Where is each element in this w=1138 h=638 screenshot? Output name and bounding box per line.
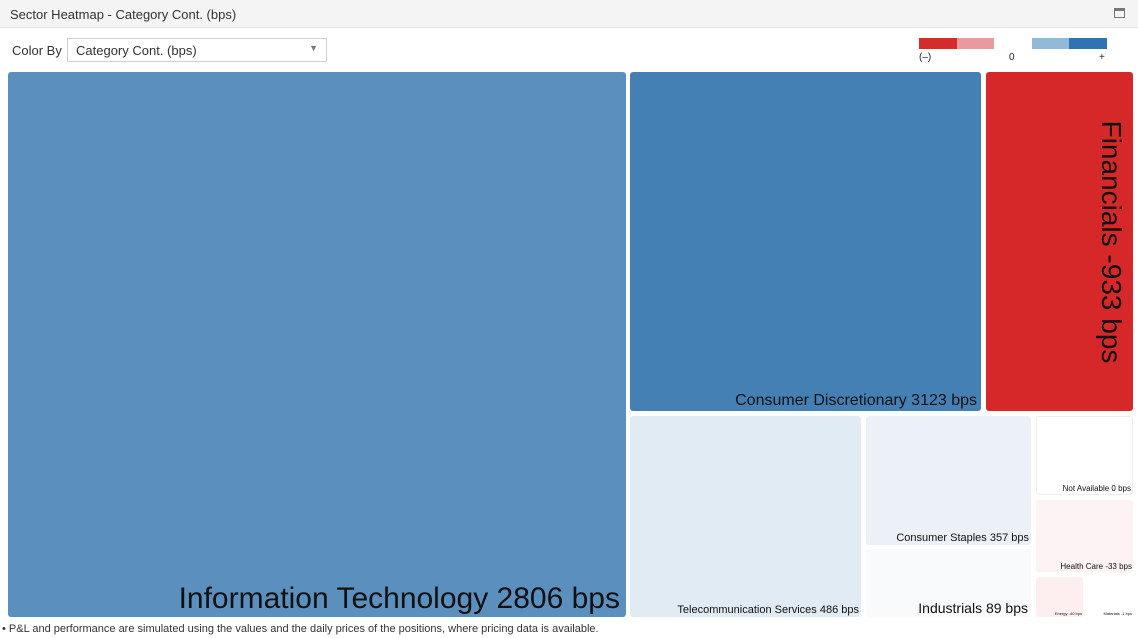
maximize-icon[interactable]	[1114, 8, 1125, 18]
legend-swatch-strong-negative	[919, 38, 957, 49]
tile-industrials[interactable]: Industrials 89 bps	[866, 549, 1031, 617]
legend-swatch-positive	[1031, 38, 1070, 49]
tile-materials[interactable]: Materials -1 bps	[1086, 577, 1133, 617]
tile-telecommunication-services[interactable]: Telecommunication Services 486 bps	[630, 416, 861, 617]
legend-zero-label: 0	[1009, 52, 1015, 63]
tile-consumer-discretionary[interactable]: Consumer Discretionary 3123 bps	[630, 72, 981, 411]
tile-label: Information Technology 2806 bps	[178, 582, 620, 615]
chevron-down-icon: ▼	[309, 43, 318, 53]
legend-positive-label: +	[1099, 52, 1105, 63]
color-legend: (–) 0 +	[919, 38, 1107, 66]
tile-information-technology[interactable]: Information Technology 2806 bps	[8, 72, 626, 617]
panel-header: Sector Heatmap - Category Cont. (bps)	[0, 0, 1138, 28]
tile-label: Industrials 89 bps	[918, 600, 1028, 616]
tile-label: Financials -933 bps	[1096, 120, 1127, 363]
color-by-selected-value: Category Cont. (bps)	[76, 43, 197, 58]
legend-swatch-neutral	[994, 38, 1032, 49]
footnote: • P&L and performance are simulated usin…	[2, 623, 599, 635]
color-by-dropdown[interactable]: Category Cont. (bps) ▼	[67, 38, 327, 62]
tile-energy[interactable]: Energy -40 bps	[1036, 577, 1083, 617]
color-by-label: Color By	[12, 43, 62, 58]
legend-negative-label: (–)	[919, 52, 932, 63]
tile-consumer-staples[interactable]: Consumer Staples 357 bps	[866, 416, 1031, 545]
tile-label: Health Care -33 bps	[1060, 562, 1132, 571]
tile-health-care[interactable]: Health Care -33 bps	[1036, 500, 1133, 572]
tile-label: Energy -40 bps	[1054, 611, 1082, 616]
tile-label: Telecommunication Services 486 bps	[677, 604, 859, 616]
tile-financials[interactable]: Financials -933 bps	[986, 72, 1133, 411]
panel-title: Sector Heatmap - Category Cont. (bps)	[10, 7, 237, 22]
tile-label: Materials -1 bps	[1103, 611, 1132, 616]
tile-not-available[interactable]: Not Available 0 bps	[1036, 416, 1133, 495]
tile-label: Consumer Discretionary 3123 bps	[735, 392, 977, 409]
legend-swatch-negative	[956, 38, 995, 49]
color-scale-bar	[919, 38, 1107, 49]
tile-label: Not Available 0 bps	[1062, 484, 1131, 493]
tile-label: Consumer Staples 357 bps	[896, 532, 1029, 544]
legend-swatch-strong-positive	[1069, 38, 1107, 49]
